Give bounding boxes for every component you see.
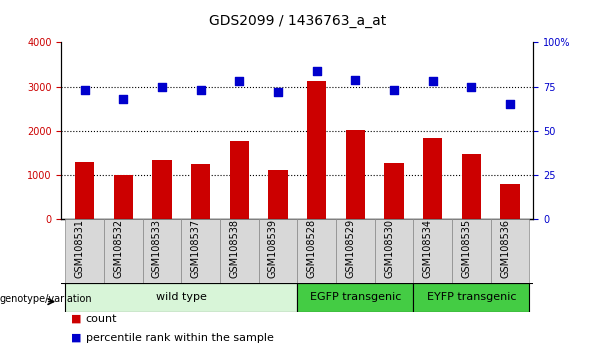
Text: GSM108532: GSM108532 bbox=[113, 218, 123, 278]
Point bbox=[428, 79, 438, 84]
Point bbox=[466, 84, 476, 90]
Text: count: count bbox=[86, 314, 117, 324]
Point bbox=[505, 102, 515, 107]
Point bbox=[351, 77, 360, 82]
Bar bbox=[65, 219, 104, 283]
Bar bbox=[181, 219, 220, 283]
Bar bbox=[346, 130, 365, 219]
Bar bbox=[413, 283, 530, 312]
Text: GSM108535: GSM108535 bbox=[462, 218, 471, 278]
Bar bbox=[191, 164, 210, 219]
Bar bbox=[297, 219, 336, 283]
Point bbox=[157, 84, 167, 90]
Text: GSM108538: GSM108538 bbox=[229, 219, 239, 278]
Bar bbox=[259, 219, 297, 283]
Text: GSM108530: GSM108530 bbox=[384, 219, 394, 278]
Bar bbox=[452, 219, 491, 283]
Text: GSM108528: GSM108528 bbox=[306, 218, 317, 278]
Text: genotype/variation: genotype/variation bbox=[0, 294, 93, 304]
Text: GSM108539: GSM108539 bbox=[268, 219, 278, 278]
Bar bbox=[413, 219, 452, 283]
Text: GSM108533: GSM108533 bbox=[152, 219, 162, 278]
Text: percentile rank within the sample: percentile rank within the sample bbox=[86, 333, 273, 343]
Text: GSM108531: GSM108531 bbox=[75, 219, 85, 278]
Bar bbox=[230, 141, 249, 219]
Bar bbox=[384, 163, 404, 219]
Bar bbox=[500, 184, 520, 219]
Bar bbox=[268, 170, 287, 219]
Text: ■: ■ bbox=[71, 333, 82, 343]
Point bbox=[80, 87, 89, 93]
Bar bbox=[423, 138, 443, 219]
Point bbox=[273, 89, 283, 95]
Text: GDS2099 / 1436763_a_at: GDS2099 / 1436763_a_at bbox=[208, 14, 386, 28]
Bar bbox=[375, 219, 413, 283]
Text: wild type: wild type bbox=[156, 292, 207, 302]
Bar bbox=[65, 283, 297, 312]
Text: EYFP transgenic: EYFP transgenic bbox=[427, 292, 516, 302]
Point bbox=[389, 87, 399, 93]
Bar bbox=[143, 219, 181, 283]
Point bbox=[312, 68, 322, 74]
Bar bbox=[220, 219, 259, 283]
Text: ■: ■ bbox=[71, 314, 82, 324]
Bar bbox=[491, 219, 530, 283]
Bar bbox=[462, 154, 481, 219]
Text: GSM108534: GSM108534 bbox=[423, 219, 433, 278]
Point bbox=[118, 96, 128, 102]
Bar bbox=[297, 283, 413, 312]
Text: GSM108529: GSM108529 bbox=[345, 218, 356, 278]
Text: EGFP transgenic: EGFP transgenic bbox=[310, 292, 401, 302]
Text: GSM108537: GSM108537 bbox=[191, 218, 200, 278]
Text: GSM108536: GSM108536 bbox=[500, 219, 510, 278]
Bar bbox=[75, 161, 94, 219]
Point bbox=[196, 87, 205, 93]
Bar bbox=[104, 219, 143, 283]
Point bbox=[234, 79, 244, 84]
Bar bbox=[307, 81, 326, 219]
Bar bbox=[113, 175, 133, 219]
Bar bbox=[152, 160, 172, 219]
Bar bbox=[336, 219, 375, 283]
